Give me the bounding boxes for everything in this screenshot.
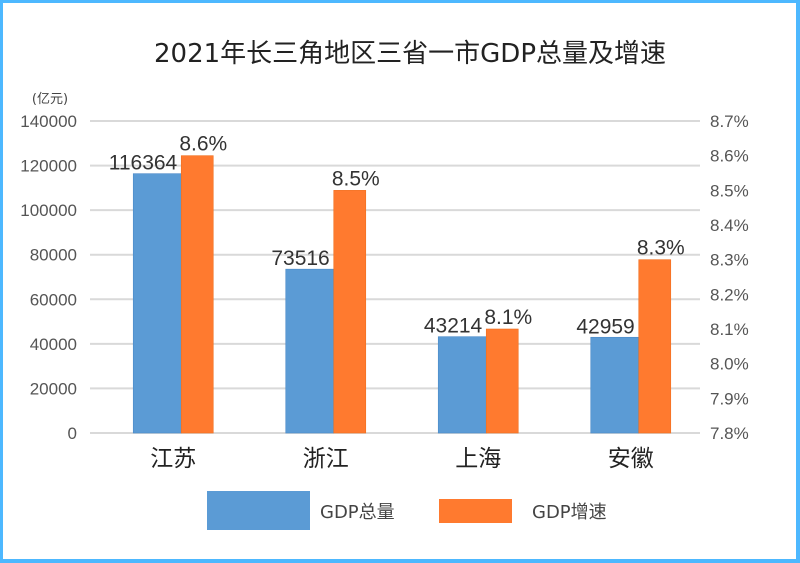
- legend-label-gdp-total: GDP总量: [320, 502, 395, 523]
- legend: GDP总量 GDP增速: [207, 491, 607, 530]
- y-right-tick-label: 8.0%: [710, 355, 749, 374]
- y-right-tick-label: 7.8%: [710, 424, 749, 443]
- y-right-tick-label: 8.1%: [710, 320, 749, 339]
- bars: [132, 155, 672, 434]
- y-left-tick-label: 140000: [20, 112, 77, 131]
- bar-gdp-total: [132, 173, 182, 434]
- bar-gdp-growth: [180, 155, 214, 434]
- data-label-gdp-growth: 8.3%: [637, 237, 685, 260]
- x-category-label: 浙江: [303, 446, 349, 472]
- y-left-tick-label: 0: [68, 424, 77, 443]
- y-right-tick-label: 7.9%: [710, 389, 749, 408]
- data-label-gdp-growth: 8.5%: [332, 167, 380, 190]
- bar-gdp-total: [285, 268, 335, 434]
- y-left-unit: (亿元): [32, 92, 68, 107]
- y-left-tick-label: 100000: [20, 201, 77, 220]
- y-right-tick-label: 8.3%: [710, 251, 749, 270]
- y-axis-right: 7.8% 7.9% 8.0% 8.1% 8.2% 8.3% 8.4% 8.5% 8.6% 8.7%: [710, 112, 749, 443]
- legend-label-gdp-growth: GDP增速: [532, 502, 607, 523]
- data-label-gdp-total: 116364: [109, 152, 178, 175]
- x-category-label: 上海: [455, 446, 501, 472]
- data-label-gdp-growth: 8.1%: [484, 306, 532, 329]
- x-category-label: 江苏: [150, 446, 196, 472]
- x-category-label: 安徽: [608, 446, 654, 472]
- data-label-gdp-total: 42959: [576, 315, 634, 338]
- y-right-tick-label: 8.4%: [710, 216, 749, 235]
- bar-gdp-total: [590, 336, 640, 434]
- y-left-tick-label: 20000: [30, 379, 77, 398]
- legend-swatch-gdp-growth: [439, 499, 512, 523]
- bar-gdp-growth: [485, 328, 519, 434]
- bar-gdp-growth: [638, 259, 672, 434]
- data-label-gdp-total: 73516: [271, 247, 329, 270]
- y-right-tick-label: 8.2%: [710, 285, 749, 304]
- y-left-tick-label: 120000: [20, 157, 77, 176]
- bar-gdp-growth: [333, 190, 367, 434]
- y-left-tick-label: 60000: [30, 290, 77, 309]
- y-axis-left: 0 20000 40000 60000 80000 100000 120000 140000: [20, 112, 77, 443]
- bar-gdp-total: [437, 336, 487, 434]
- y-left-tick-label: 80000: [30, 246, 77, 265]
- y-right-tick-label: 8.6%: [710, 147, 749, 166]
- y-right-tick-label: 8.7%: [710, 112, 749, 131]
- chart-title: 2021年长三角地区三省一市GDP总量及增速: [154, 39, 666, 69]
- data-label-gdp-total: 43214: [424, 315, 483, 338]
- y-left-tick-label: 40000: [30, 335, 77, 354]
- x-axis-categories: 江苏 浙江 上海 安徽: [150, 446, 654, 472]
- legend-swatch-gdp-total: [207, 491, 310, 530]
- y-right-tick-label: 8.5%: [710, 181, 749, 200]
- data-label-gdp-growth: 8.6%: [179, 133, 227, 156]
